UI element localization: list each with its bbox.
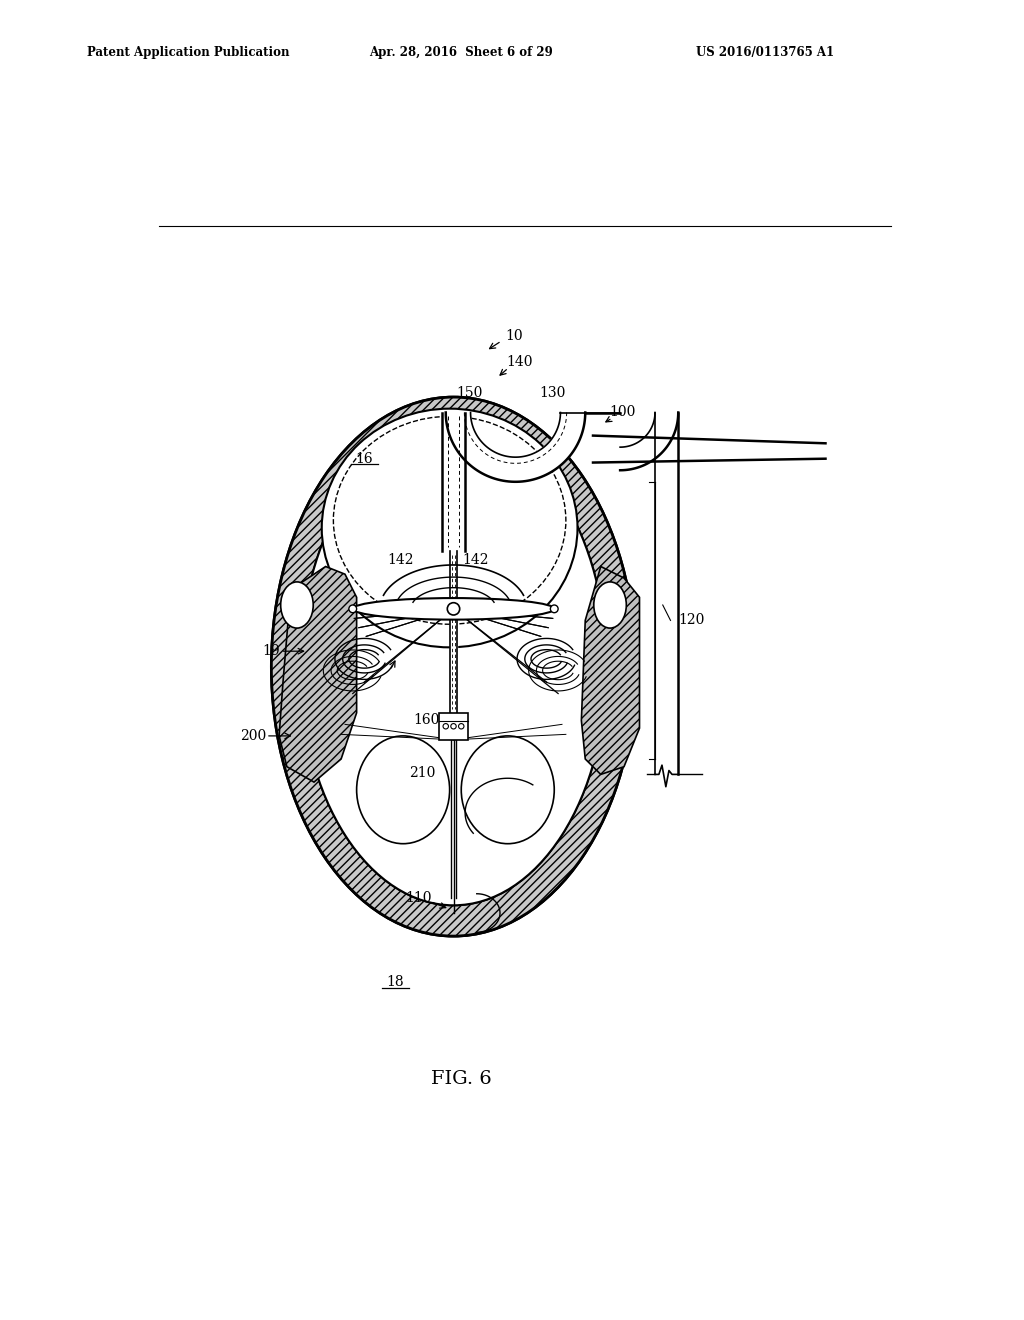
Bar [438,713,468,739]
Text: 120: 120 [678,614,705,627]
Ellipse shape [300,428,606,906]
Polygon shape [445,412,586,482]
Ellipse shape [281,582,313,628]
Text: 19: 19 [262,644,281,659]
Circle shape [451,723,457,729]
Ellipse shape [461,737,554,843]
Text: 10: 10 [505,329,523,342]
Text: 142: 142 [387,553,414,568]
Ellipse shape [594,582,627,628]
Text: 110: 110 [406,891,432,904]
Ellipse shape [300,428,606,906]
Polygon shape [450,548,458,713]
Ellipse shape [322,409,578,647]
Text: 100: 100 [609,405,636,420]
Ellipse shape [356,737,450,843]
Text: 160: 160 [414,714,439,727]
Text: 210: 210 [410,766,435,780]
Polygon shape [442,412,465,552]
Text: 18: 18 [387,975,404,989]
Text: FIG. 6: FIG. 6 [431,1069,492,1088]
Text: 130: 130 [540,387,566,400]
Text: 16: 16 [355,451,373,466]
Polygon shape [582,566,640,775]
Text: 200: 200 [241,729,266,743]
Text: Patent Application Publication: Patent Application Publication [87,46,290,59]
Text: US 2016/0113765 A1: US 2016/0113765 A1 [696,46,835,59]
Ellipse shape [271,397,636,936]
Ellipse shape [352,598,554,619]
Circle shape [550,605,558,612]
Polygon shape [280,566,356,781]
Circle shape [443,723,449,729]
Circle shape [459,723,464,729]
Polygon shape [655,412,678,775]
Polygon shape [593,436,825,462]
Ellipse shape [334,416,566,624]
Ellipse shape [271,397,636,936]
Circle shape [447,603,460,615]
Text: 140: 140 [506,355,532,370]
Text: 142: 142 [462,553,488,568]
Text: 150: 150 [456,387,482,400]
Circle shape [349,605,356,612]
Text: Apr. 28, 2016  Sheet 6 of 29: Apr. 28, 2016 Sheet 6 of 29 [369,46,552,59]
Polygon shape [621,412,678,470]
